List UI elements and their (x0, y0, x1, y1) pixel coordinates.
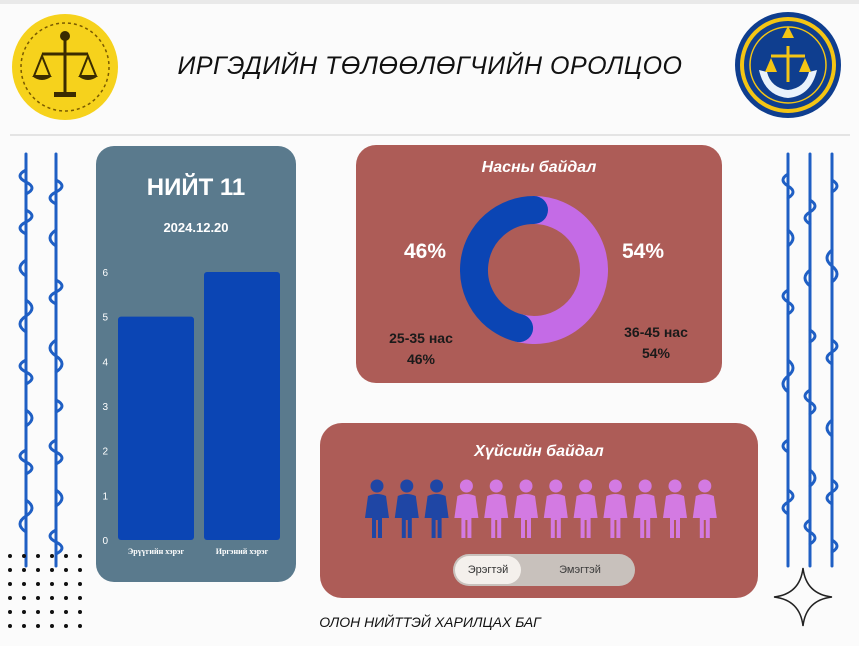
age-legend-value: 46% (406, 351, 436, 367)
person-icon (663, 479, 687, 538)
page-title: ИРГЭДИЙН ТӨЛӨӨЛӨГЧИЙН ОРОЛЦОО (177, 52, 683, 80)
mongolian-script-decoration-left (6, 150, 76, 570)
x-tick-label: Эрүүгийн хэрэг (128, 547, 185, 556)
scales-of-justice-emblem-icon (12, 14, 118, 120)
y-tick-label: 0 (102, 536, 108, 547)
y-tick-label: 1 (102, 491, 108, 502)
person-icon (633, 479, 658, 538)
person-icon (573, 479, 598, 538)
person-icon (484, 479, 509, 538)
person-icon (365, 479, 389, 538)
header-divider (10, 134, 850, 136)
report-date: 2024.12.20 (163, 220, 229, 235)
age-legend-25-35: 25-35 нас 46% (376, 328, 466, 370)
x-tick-label: Иргэний хэрэг (216, 547, 269, 556)
person-icon (692, 479, 717, 538)
toggle-option-female[interactable]: Эмэгтэй (559, 564, 601, 576)
y-tick-label: 5 (102, 313, 108, 324)
donut-slice (460, 196, 548, 343)
case-bar-chart: 0 1 2 3 4 5 6 Эрүүгийн хэрэг Иргэний хэрэг (102, 268, 280, 556)
footer-team-name: ОЛОН НИЙТТЭЙ ХАРИЛЦАХ БАГ (319, 614, 541, 630)
total-count: НИЙТ 11 (146, 174, 246, 201)
mongolian-script-decoration-right (770, 150, 848, 570)
donut-value-label-right: 54% (622, 240, 665, 263)
y-tick-label: 6 (102, 268, 108, 279)
y-tick-label: 2 (102, 447, 108, 458)
age-legend-label: 36-45 нас (624, 324, 688, 340)
age-legend-36-45: 36-45 нас 54% (608, 322, 704, 364)
dot-grid-decoration (6, 550, 86, 640)
top-border (0, 0, 859, 4)
bar (118, 316, 194, 540)
person-icon (394, 479, 419, 538)
age-card-title: Насны байдал (481, 159, 597, 176)
donut-slice (505, 196, 608, 344)
age-legend-value: 54% (641, 345, 671, 361)
gender-card-title: Хүйсийн байдал (474, 443, 604, 460)
person-icon (424, 479, 449, 538)
age-donut-chart (460, 196, 608, 344)
four-point-star-icon (772, 566, 834, 628)
toggle-option-male[interactable]: Эрэгтэй (455, 556, 521, 584)
person-icon (454, 479, 479, 538)
donut-value-label-left: 46% (404, 240, 447, 263)
person-icon (514, 479, 538, 538)
person-icon (603, 479, 628, 538)
y-tick-label: 4 (102, 357, 108, 368)
y-tick-label: 3 (102, 402, 108, 413)
hands-scales-emblem-icon (735, 12, 841, 118)
gender-pictogram (365, 479, 717, 538)
bar (204, 272, 280, 540)
person-icon (543, 479, 568, 538)
age-legend-label: 25-35 нас (389, 330, 453, 346)
gender-toggle[interactable]: Эрэгтэй Эмэгтэй (453, 554, 635, 586)
